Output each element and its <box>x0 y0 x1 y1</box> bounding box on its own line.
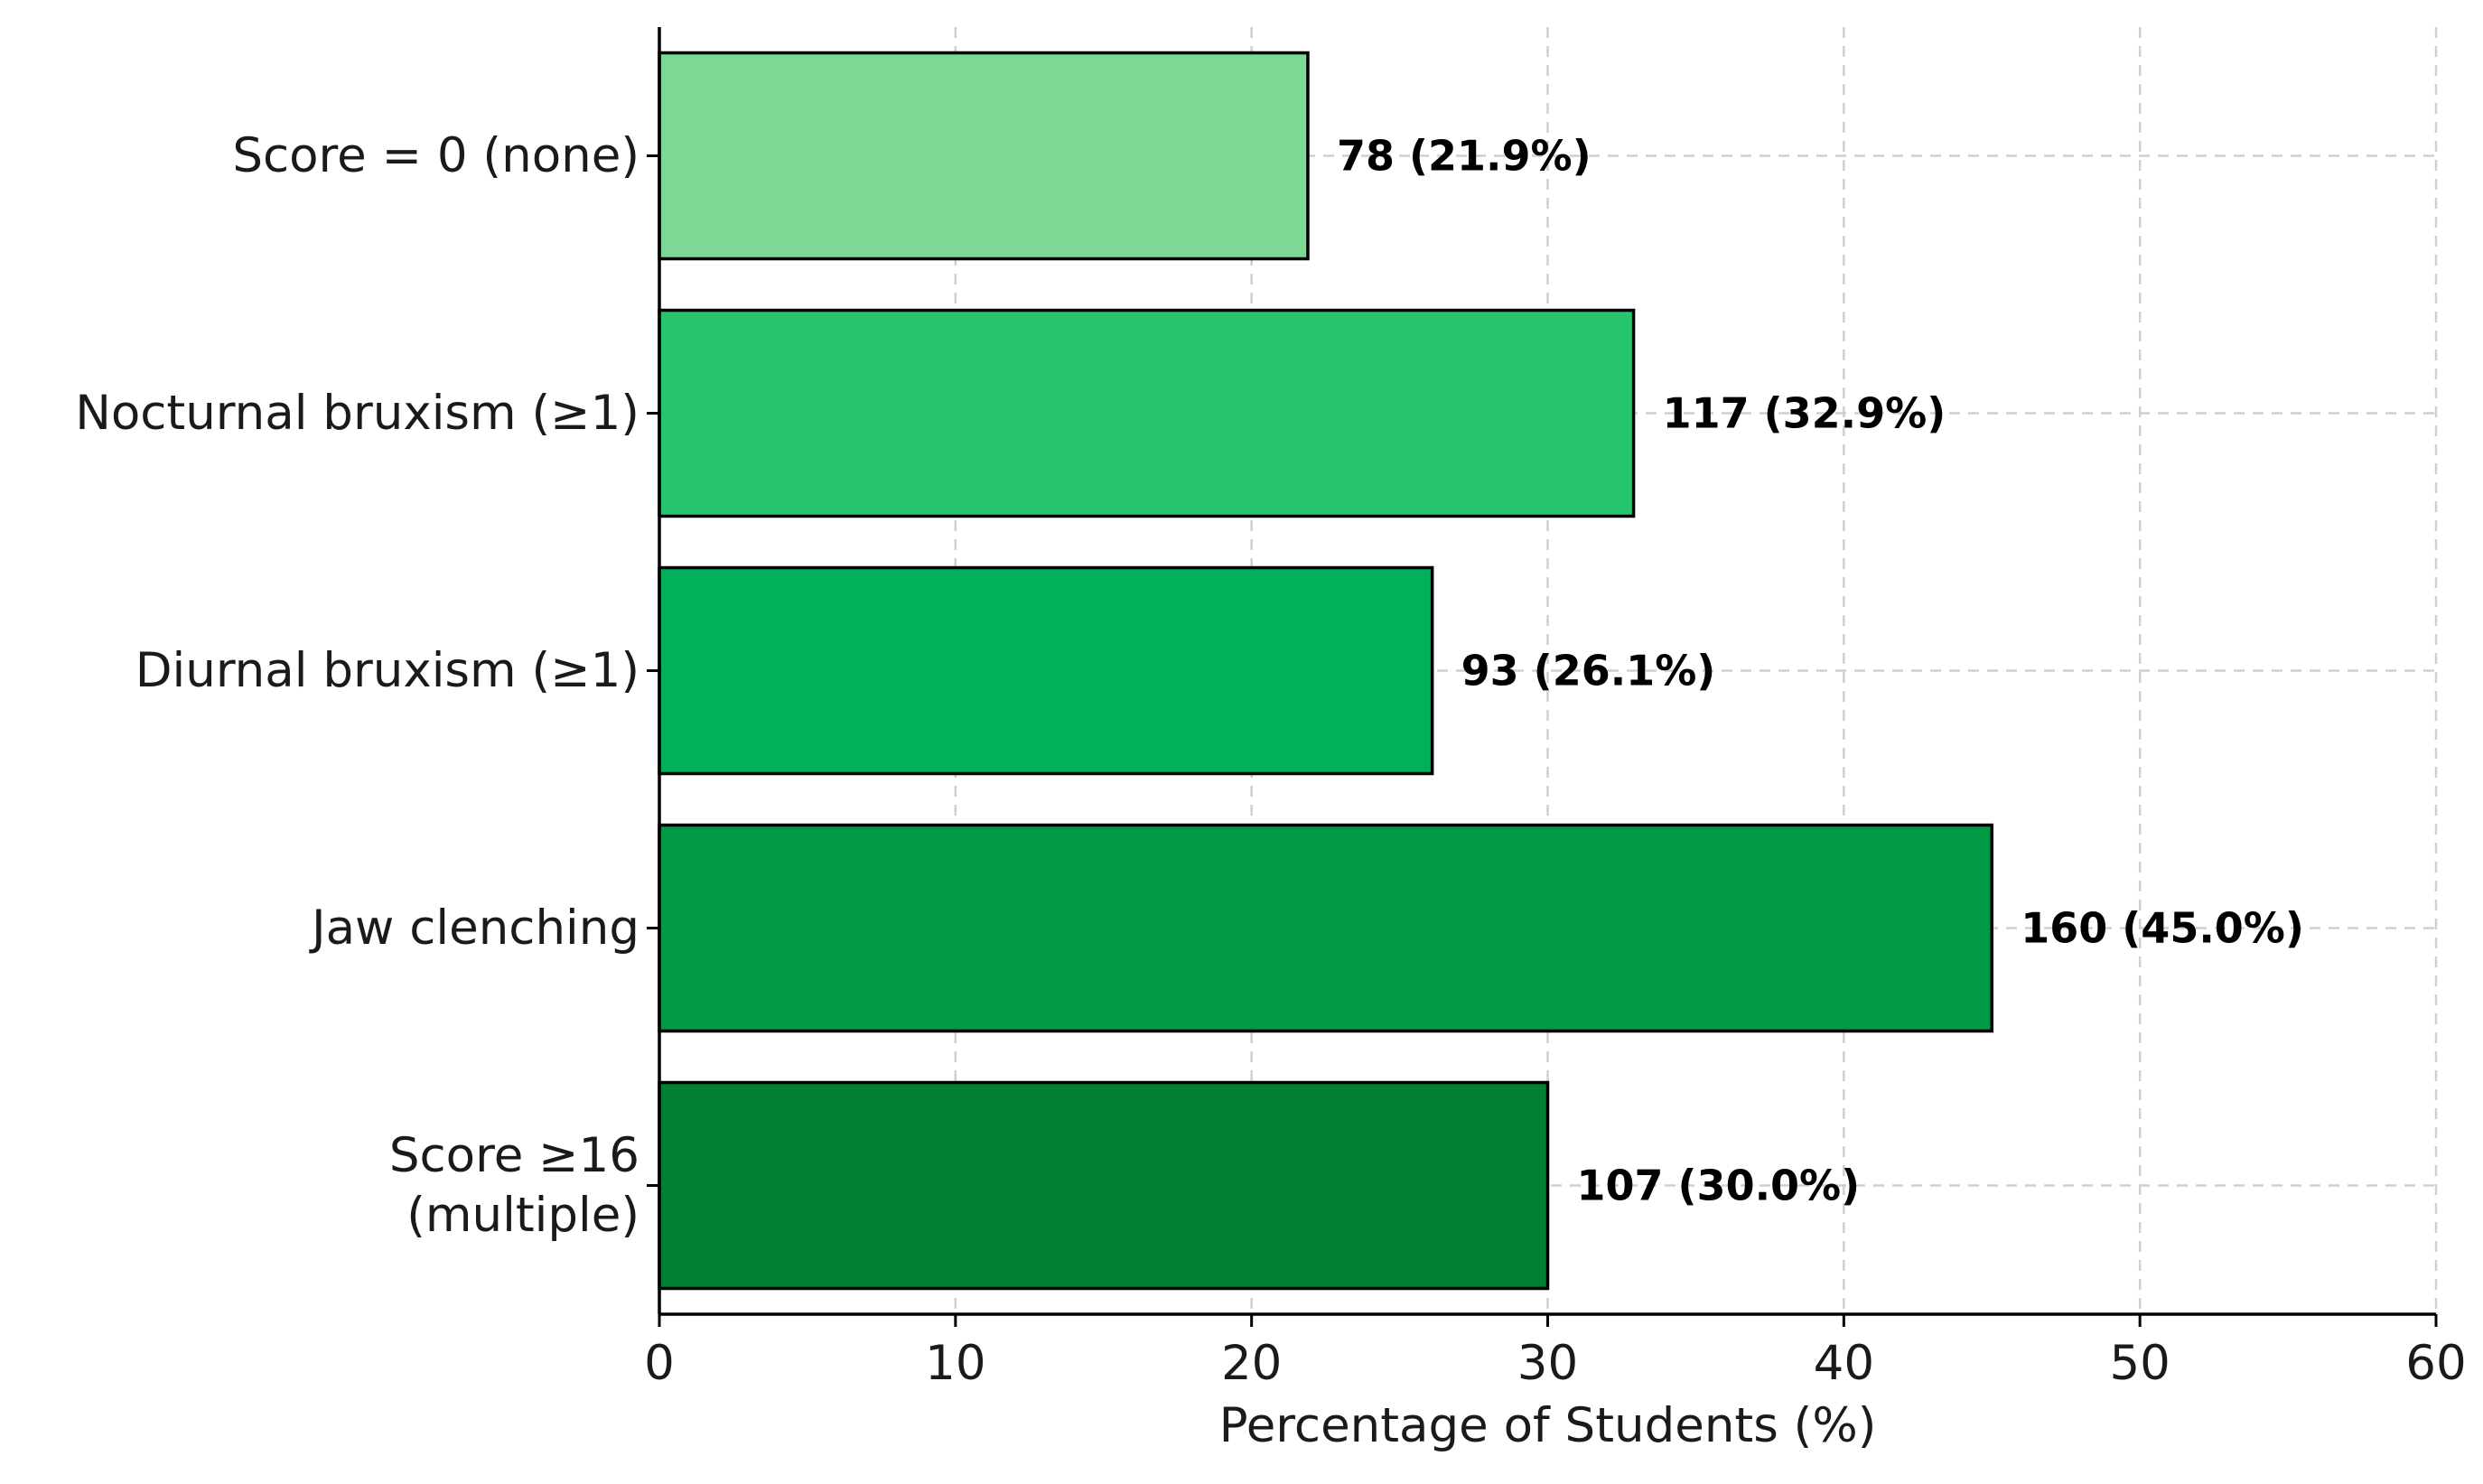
x-tick-label: 50 <box>2109 1336 2170 1391</box>
category-label: Score ≥16 <box>389 1128 639 1183</box>
x-tick-label: 10 <box>925 1336 985 1391</box>
category-label: Jaw clenching <box>309 901 639 956</box>
y-axis: Score = 0 (none) Nocturnal bruxism (≥1) Di… <box>75 27 661 1314</box>
bar <box>658 1080 1550 1291</box>
category-label: Nocturnal bruxism (≥1) <box>75 386 639 441</box>
bar <box>658 51 1310 261</box>
x-tick-label: 30 <box>1517 1336 1578 1391</box>
data-label: 117 (32.9%) <box>1663 389 1946 438</box>
bar <box>658 823 1993 1033</box>
data-label: 93 (26.1%) <box>1461 647 1716 695</box>
x-axis-title: Percentage of Students (%) <box>1219 1398 1877 1453</box>
x-tick-label: 20 <box>1221 1336 1282 1391</box>
x-tick-label: 60 <box>2405 1336 2466 1391</box>
data-label: 160 (45.0%) <box>2021 904 2304 953</box>
x-axis: 0 10 20 30 40 50 60 <box>644 1312 2467 1391</box>
bars <box>658 51 1993 1291</box>
category-label: Score = 0 (none) <box>232 128 639 183</box>
bar <box>658 308 1636 518</box>
category-label: Diurnal bruxism (≥1) <box>135 643 639 698</box>
data-labels: 78 (21.9%) 117 (32.9%) 93 (26.1%) 160 (45.0… <box>1337 132 2304 1210</box>
x-tick-label: 0 <box>644 1336 675 1391</box>
bar <box>658 565 1434 776</box>
x-tick-label: 40 <box>1814 1336 1874 1391</box>
data-label: 107 (30.0%) <box>1577 1162 1861 1210</box>
data-label: 78 (21.9%) <box>1337 132 1592 181</box>
category-label: (multiple) <box>406 1188 639 1243</box>
